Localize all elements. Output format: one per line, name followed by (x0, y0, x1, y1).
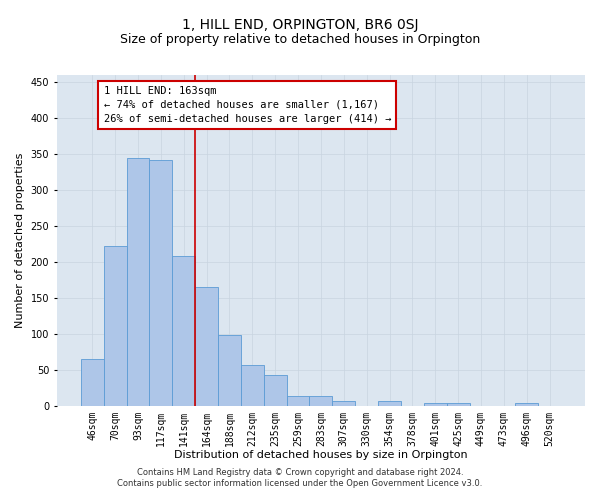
Bar (149, 160, 172, 406)
Bar (446, 403, 470, 406)
Text: Size of property relative to detached houses in Orpington: Size of property relative to detached ho… (120, 32, 480, 46)
Bar (515, 403, 538, 406)
Bar (378, 402, 401, 406)
Bar (241, 366, 264, 406)
Bar (104, 246, 127, 406)
Bar (264, 375, 287, 406)
X-axis label: Distribution of detached houses by size in Orpington: Distribution of detached houses by size … (174, 450, 468, 460)
Text: Contains HM Land Registry data © Crown copyright and database right 2024.
Contai: Contains HM Land Registry data © Crown c… (118, 468, 482, 487)
Bar (195, 287, 218, 406)
Bar (127, 158, 149, 406)
Bar (287, 396, 310, 406)
Bar (310, 396, 332, 406)
Bar (172, 256, 195, 406)
Text: 1, HILL END, ORPINGTON, BR6 0SJ: 1, HILL END, ORPINGTON, BR6 0SJ (182, 18, 418, 32)
Bar (424, 403, 446, 406)
Text: 1 HILL END: 163sqm
← 74% of detached houses are smaller (1,167)
26% of semi-deta: 1 HILL END: 163sqm ← 74% of detached hou… (104, 86, 391, 124)
Y-axis label: Number of detached properties: Number of detached properties (15, 152, 25, 328)
Bar (218, 334, 241, 406)
Bar (332, 400, 355, 406)
Bar (81, 359, 104, 406)
